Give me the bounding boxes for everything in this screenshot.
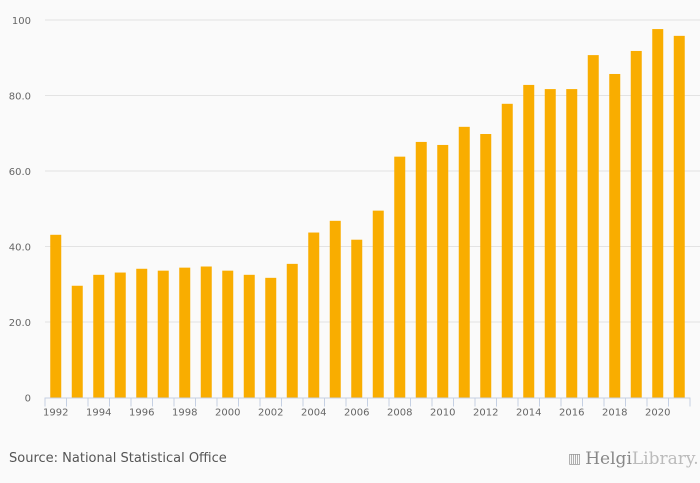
x-tick-label: 2002 — [258, 408, 283, 419]
bar-2000 — [222, 270, 234, 398]
y-tick-label: 80.0 — [9, 92, 31, 103]
bar-2005 — [329, 220, 341, 398]
helgi-library-logo: ▥ Helgi Library. — [568, 449, 699, 469]
x-tick-label: 2008 — [387, 408, 412, 419]
bar-2015 — [544, 89, 556, 398]
x-tick-label: 2018 — [602, 408, 627, 419]
bar-2004 — [308, 232, 320, 398]
bar-1999 — [200, 266, 212, 398]
bar-2001 — [243, 274, 255, 398]
x-tick-label: 2020 — [645, 408, 670, 419]
bar-2003 — [286, 263, 298, 398]
bar-2020 — [652, 29, 664, 398]
bar-2016 — [566, 89, 578, 398]
bar-2011 — [458, 126, 470, 398]
x-tick-label: 2010 — [430, 408, 455, 419]
x-tick-label: 2006 — [344, 408, 369, 419]
bar-2019 — [630, 50, 642, 398]
bar-2007 — [372, 210, 384, 398]
y-tick-label: 100 — [12, 16, 31, 27]
bar-1995 — [114, 272, 126, 398]
bar-1992 — [50, 234, 62, 398]
bar-2014 — [523, 84, 535, 398]
y-tick-label: 60.0 — [9, 167, 31, 178]
x-tick-label: 2014 — [516, 408, 541, 419]
library-icon: ▥ — [568, 451, 582, 467]
x-tick-label: 2016 — [559, 408, 584, 419]
bar-2009 — [415, 141, 427, 398]
x-tick-label: 1994 — [86, 408, 111, 419]
bar-1996 — [136, 268, 148, 398]
y-tick-label: 20.0 — [9, 318, 31, 329]
bar-2017 — [587, 55, 599, 398]
x-tick-label: 2012 — [473, 408, 498, 419]
x-tick-label: 2000 — [215, 408, 240, 419]
bar-2021 — [673, 35, 685, 398]
y-tick-label: 0 — [25, 394, 31, 405]
bar-1993 — [71, 285, 83, 398]
bar-2010 — [437, 144, 449, 398]
x-tick-label: 1992 — [43, 408, 68, 419]
source-note: Source: National Statistical Office — [9, 451, 227, 466]
bar-2008 — [394, 156, 406, 398]
bar-2006 — [351, 239, 363, 398]
bar-2018 — [609, 73, 621, 398]
x-tick-label: 1996 — [129, 408, 154, 419]
x-tick-label: 1998 — [172, 408, 197, 419]
bar-1994 — [93, 274, 105, 398]
x-tick-label: 2004 — [301, 408, 326, 419]
bar-2002 — [265, 277, 277, 398]
bar-1998 — [179, 267, 191, 398]
bar-2012 — [480, 134, 492, 398]
bar-1997 — [157, 270, 169, 398]
y-tick-label: 40.0 — [9, 243, 31, 254]
bar-2013 — [501, 103, 513, 398]
